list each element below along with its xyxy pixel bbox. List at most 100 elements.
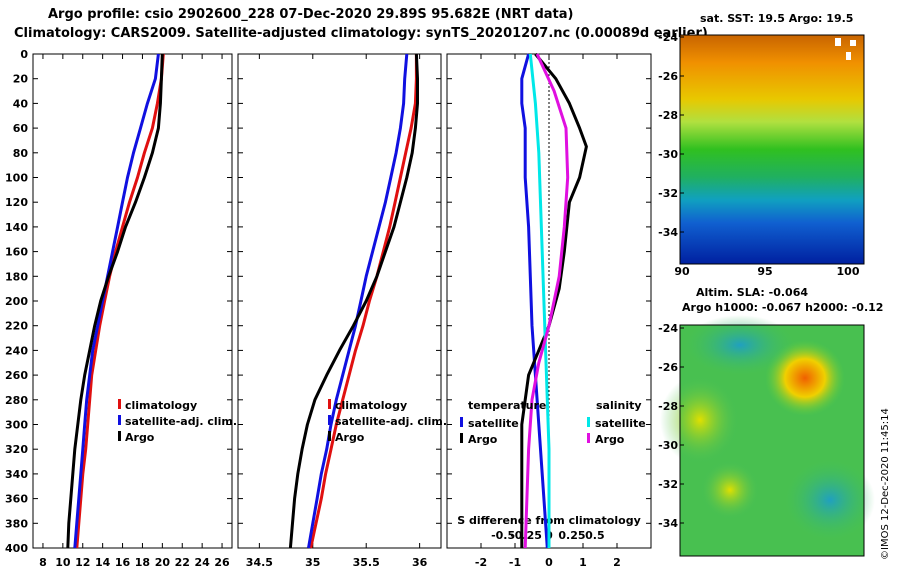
depth-tick: 300 (5, 419, 28, 432)
x-tick: 20 (155, 556, 171, 569)
panel-0: 0 20 40 60 80 100 120 140 160 180 200 220 240 260 280 3… (5, 48, 237, 569)
sst-lat-tick: -32 (658, 187, 678, 200)
depth-tick: 240 (5, 344, 28, 357)
depth-tick: 60 (13, 122, 29, 135)
legend-swatch (587, 417, 590, 427)
x-tick: -1 (509, 556, 521, 569)
chart-title-line2: Climatology: CARS2009. Satellite-adjuste… (14, 26, 708, 41)
sst-lon-tick: 90 (674, 265, 690, 278)
sst-lat-tick: -26 (658, 70, 678, 83)
depth-tick: 320 (5, 443, 28, 456)
depth-tick: 400 (5, 542, 28, 555)
legend-label: satellite (468, 417, 519, 430)
depth-tick: 120 (5, 196, 28, 209)
x-tick: 35.5 (353, 556, 380, 569)
legend-swatch (460, 417, 463, 427)
x-tick: 14 (95, 556, 111, 569)
legend-swatch (587, 433, 590, 443)
x-tick: 2 (613, 556, 621, 569)
series-line-climatology (309, 54, 418, 549)
depth-tick: 340 (5, 468, 28, 481)
series-line-temperature-argo (520, 53, 588, 548)
legend-label: Argo (468, 433, 498, 446)
sst-lon-tick: 95 (757, 265, 772, 278)
sst-lat-tick: -28 (658, 109, 678, 122)
series-line-salinity-argo (523, 53, 570, 549)
depth-tick: 100 (5, 172, 28, 185)
sst-lat-tick: -34 (658, 226, 678, 239)
sla-lat-tick: -28 (658, 400, 678, 413)
legend-label: satellite-adj. clim. (335, 415, 447, 428)
sst-lon-tick: 100 (837, 265, 860, 278)
legend-salinity-title: salinity (596, 399, 642, 412)
depth-tick: 0 (20, 48, 28, 61)
sla-lat-tick: -26 (658, 361, 678, 374)
x-tick: 24 (194, 556, 210, 569)
legend-swatch (118, 399, 121, 409)
x-tick: 36 (412, 556, 428, 569)
x-tick: 8 (39, 556, 47, 569)
depth-tick: 80 (13, 147, 29, 160)
sst-lat-tick: -30 (658, 148, 678, 161)
depth-tick: 280 (5, 394, 28, 407)
legend-label: satellite-adj. clim. (125, 415, 237, 428)
x-tick: 22 (175, 556, 190, 569)
legend-swatch (328, 399, 331, 409)
s-tick: 0.25 (558, 529, 585, 542)
depth-tick: 140 (5, 221, 28, 234)
legend-swatch (118, 415, 121, 425)
x-tick: 12 (75, 556, 90, 569)
legend-swatch (328, 431, 331, 441)
series-line-satellite-adj-clim- (307, 53, 409, 549)
legend-swatch (118, 431, 121, 441)
depth-tick: 180 (5, 270, 28, 283)
depth-tick: 20 (13, 73, 29, 86)
sst-lat-tick: -24 (658, 31, 678, 44)
legend-label: Argo (595, 433, 625, 446)
legend-swatch (328, 415, 331, 425)
x-tick: 10 (55, 556, 71, 569)
legend-label: climatology (125, 399, 197, 412)
depth-tick: 260 (5, 369, 28, 382)
series-line-satellite-adj-clim- (73, 53, 160, 549)
x-tick: 35 (305, 556, 320, 569)
sla-map-title-2: Argo h1000: -0.067 h2000: -0.12 (682, 301, 884, 314)
x-tick: 34.5 (246, 556, 273, 569)
depth-tick: 380 (5, 517, 28, 530)
s-tick: -0.5 (491, 529, 515, 542)
sst-map-image (680, 35, 864, 264)
legend-label: climatology (335, 399, 407, 412)
series-line-temperature-satellite (520, 53, 549, 549)
legend-label: Argo (335, 431, 365, 444)
sla-lat-tick: -32 (658, 478, 678, 491)
x-tick: 18 (135, 556, 150, 569)
depth-tick: 360 (5, 493, 28, 506)
series-line-salinity-satellite (528, 53, 551, 548)
sst-map (679, 34, 865, 265)
chart-title-line1: Argo profile: csio 2902600_228 07-Dec-20… (48, 7, 574, 22)
panel-2: -2 -1 0 1 2-0.5-0.25 0 0.25 0.5S difference fro… (446, 53, 652, 569)
series-line-climatology (75, 53, 165, 549)
sst-map-title: sat. SST: 19.5 Argo: 19.5 (700, 12, 854, 25)
sla-lat-tick: -30 (658, 439, 678, 452)
series-line-argo (66, 53, 164, 549)
x-tick: 16 (115, 556, 131, 569)
sla-map (660, 315, 875, 557)
depth-tick: 40 (13, 97, 29, 110)
series-line-argo (288, 53, 419, 549)
legend-label: satellite (595, 417, 646, 430)
panel-1: 34.5 35 35.5 36 climatology satellite-adj. cl… (237, 53, 447, 569)
x-tick: 26 (214, 556, 230, 569)
legend-label: Argo (125, 431, 155, 444)
legend-temperature-title: temperature (468, 399, 546, 412)
x-tick: 1 (579, 556, 587, 569)
depth-tick: 160 (5, 246, 28, 259)
sla-lat-tick: -24 (658, 322, 678, 335)
sla-map-title-1: Altim. SLA: -0.064 (696, 286, 809, 299)
legend-swatch (460, 433, 463, 443)
depth-tick: 200 (5, 295, 28, 308)
x-tick: 0 (545, 556, 553, 569)
panel-frame (32, 53, 233, 549)
s-tick: 0.5 (585, 529, 605, 542)
